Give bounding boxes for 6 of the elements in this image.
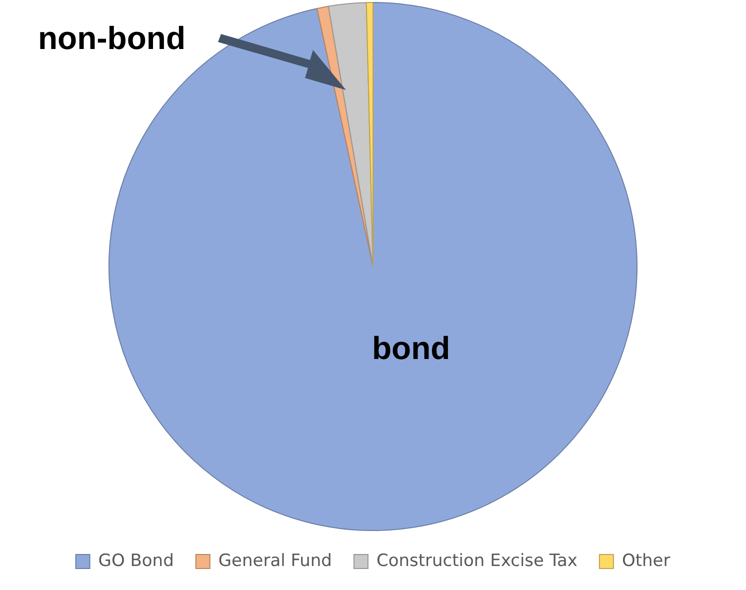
text: bond xyxy=(372,330,450,367)
legend-label: General Fund xyxy=(218,550,332,571)
legend-label: Construction Excise Tax xyxy=(376,550,578,571)
legend-label: GO Bond xyxy=(98,550,174,571)
text: non-bond xyxy=(38,20,186,57)
legend-label: Other xyxy=(622,550,670,571)
